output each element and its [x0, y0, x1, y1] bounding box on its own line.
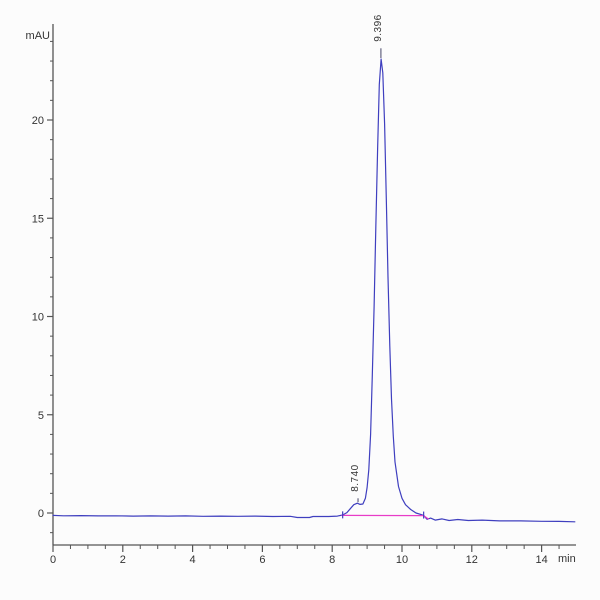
- x-axis-tick-label: 14: [535, 554, 547, 566]
- x-axis-tick-label: 12: [466, 554, 478, 566]
- detector-signal-trace: [52, 58, 576, 523]
- x-axis-tick-label: 0: [50, 554, 56, 566]
- y-axis-tick-label: 15: [32, 213, 44, 225]
- y-axis-tick-label: 10: [32, 312, 44, 324]
- x-axis-tick-label: 10: [396, 554, 408, 566]
- x-axis-unit-label: min: [558, 553, 576, 565]
- peak-label: 9.396: [373, 14, 384, 42]
- y-axis-tick-label: 20: [32, 115, 44, 127]
- x-axis-tick-label: 2: [120, 554, 126, 566]
- x-axis-tick-label: 8: [329, 554, 335, 566]
- plot-generated-content: 0 5 10 15 20 0 2 4 6 8 10 12 14 8.740 9.396: [32, 14, 576, 566]
- integration-baseline-trace: [341, 514, 429, 520]
- y-axis-unit-label: mAU: [26, 30, 51, 42]
- x-axis-tick-label: 4: [190, 554, 196, 566]
- y-axis-tick-label: 5: [38, 410, 44, 422]
- y-axis-tick-label: 0: [38, 508, 44, 520]
- x-axis-tick-label: 6: [259, 554, 265, 566]
- peak-label: 8.740: [350, 464, 361, 492]
